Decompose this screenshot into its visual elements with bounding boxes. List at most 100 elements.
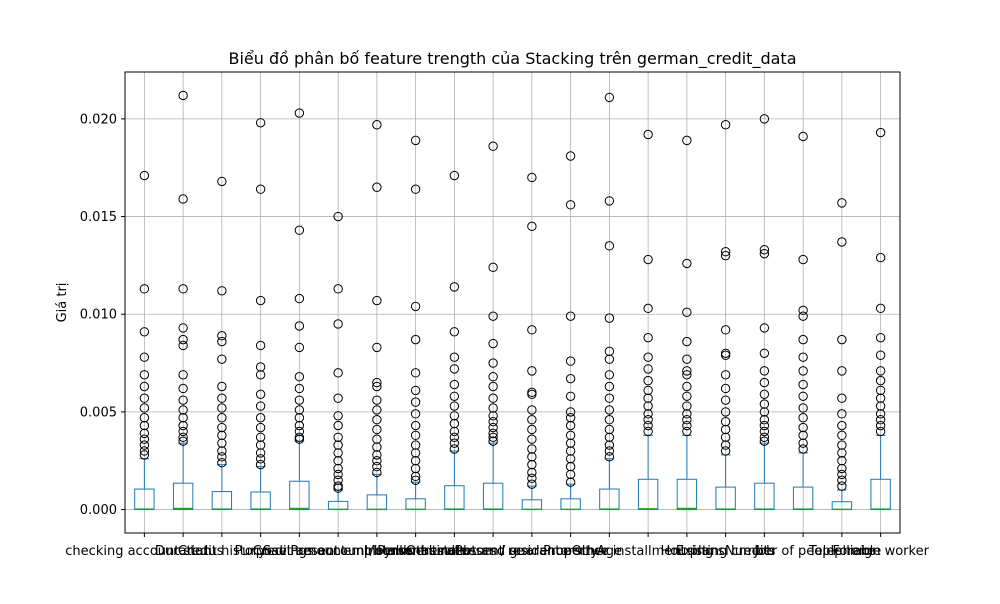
outlier-point: [410, 135, 421, 146]
outlier-point: [255, 422, 266, 433]
outlier-point: [178, 432, 188, 442]
outlier-point: [527, 415, 537, 425]
outlier-point: [410, 184, 421, 194]
outlier-point: [372, 381, 382, 392]
outlier-point: [565, 469, 576, 480]
outlier-point: [255, 440, 266, 450]
outlier-point: [410, 440, 421, 450]
outlier-point: [488, 381, 498, 392]
outlier-point: [798, 430, 808, 441]
x-tick-label: Credit amount: [253, 544, 346, 559]
outlier-point: [294, 395, 305, 405]
y-axis-label: Giá trị: [55, 283, 70, 323]
outlier-point: [333, 211, 343, 222]
box-group: [637, 129, 659, 511]
outlier-point: [488, 416, 498, 427]
outlier-point: [139, 381, 150, 392]
outlier-point: [565, 446, 576, 456]
outlier-point: [178, 420, 188, 431]
box-group: [405, 135, 426, 511]
outlier-point: [410, 448, 421, 458]
outlier-point: [294, 108, 305, 118]
outlier-point: [527, 479, 537, 489]
box-group: [250, 118, 271, 511]
outlier-point: [682, 420, 692, 431]
box-iqr: [676, 478, 698, 511]
x-tick-label: Property: [543, 544, 598, 559]
outlier-point: [139, 413, 150, 423]
outlier-point: [410, 385, 421, 396]
x-tick-label: Personal status and sex: [377, 544, 532, 559]
box-group: [831, 198, 853, 511]
outlier-point: [488, 262, 498, 273]
outlier-point: [372, 182, 382, 192]
outlier-point: [682, 370, 692, 380]
outlier-point: [565, 438, 576, 448]
y-tick-label: 0.000: [80, 503, 117, 518]
x-tick-label: Installment rate: [364, 544, 468, 559]
outlier-point: [410, 456, 421, 466]
outlier-point: [139, 434, 150, 444]
outlier-point: [449, 327, 460, 337]
outlier-point: [139, 450, 150, 460]
outlier-point: [139, 403, 150, 413]
outlier-point: [178, 340, 188, 351]
outlier-point: [759, 348, 770, 358]
y-tick-label: 0.010: [80, 308, 117, 323]
outlier-point: [565, 391, 576, 401]
outlier-point: [488, 358, 498, 368]
x-tick-label: Foreign worker: [832, 544, 929, 559]
x-tick-label: Housing: [660, 544, 713, 559]
outlier-point: [875, 332, 886, 343]
outlier-point: [720, 325, 731, 335]
outlier-point: [333, 463, 343, 474]
outlier-point: [837, 334, 847, 345]
outlier-point: [488, 422, 498, 433]
outlier-point: [410, 368, 421, 378]
outlier-point: [837, 475, 847, 485]
outlier-point: [837, 463, 847, 474]
outlier-point: [449, 432, 460, 442]
outlier-point: [139, 420, 150, 431]
x-tick-label: Credit history: [178, 544, 266, 559]
outlier-point: [333, 432, 343, 442]
outlier-point: [682, 307, 692, 317]
outlier-point: [604, 393, 615, 403]
outlier-point: [294, 372, 305, 382]
x-tick-label: Other debtors / guarantors: [406, 544, 581, 559]
outlier-point: [527, 473, 537, 484]
outlier-point: [255, 370, 266, 380]
outlier-point: [875, 426, 886, 437]
x-tick-label: Other installment plans: [572, 544, 725, 559]
outlier-point: [565, 420, 576, 431]
outlier-point: [217, 403, 227, 413]
outlier-point: [527, 366, 537, 376]
outlier-point: [410, 420, 421, 431]
outlier-point: [604, 415, 615, 425]
outlier-point: [682, 409, 692, 419]
outlier-point: [410, 409, 421, 419]
outlier-point: [410, 471, 421, 482]
outlier-point: [759, 377, 770, 388]
outlier-point: [527, 452, 537, 462]
outlier-point: [643, 415, 653, 425]
outlier-point: [759, 432, 770, 442]
outlier-point: [643, 254, 653, 265]
outlier-point: [720, 370, 731, 380]
outlier-point: [682, 258, 692, 269]
outlier-point: [294, 225, 305, 235]
outlier-point: [759, 407, 770, 417]
outlier-point: [372, 467, 382, 478]
x-tick-label: Present employment since: [290, 544, 463, 559]
outlier-point: [449, 352, 460, 362]
outlier-point: [837, 393, 847, 403]
box-group: [521, 172, 543, 511]
outlier-point: [294, 405, 305, 415]
outlier-point: [255, 413, 266, 423]
outlier-point: [682, 135, 692, 146]
outlier-point: [798, 352, 808, 362]
outlier-point: [410, 397, 421, 407]
outlier-point: [139, 327, 150, 337]
outlier-point: [178, 194, 188, 204]
